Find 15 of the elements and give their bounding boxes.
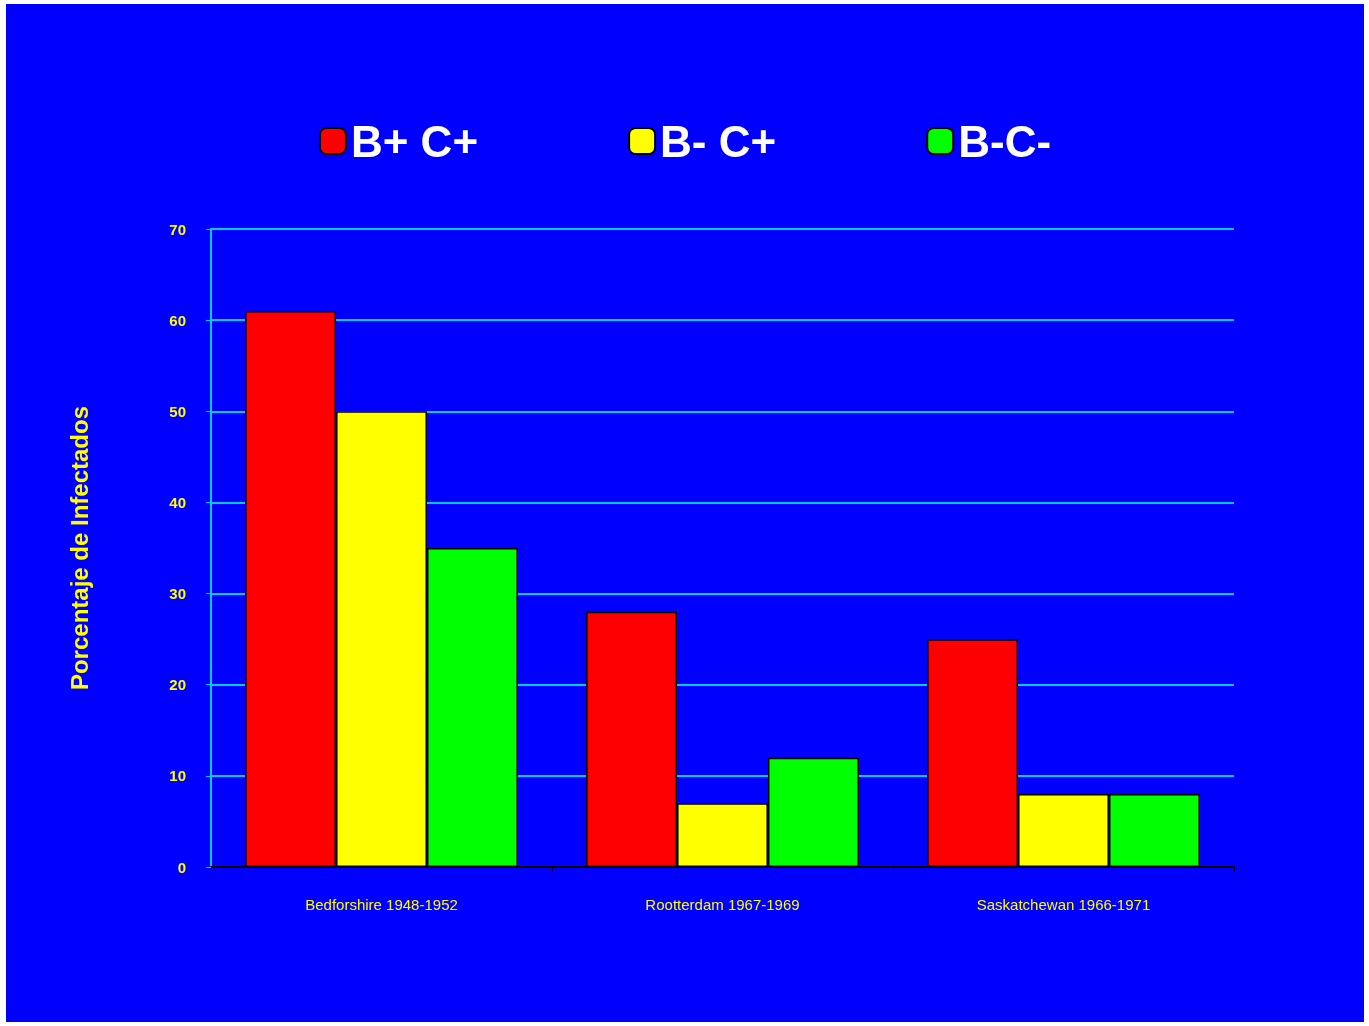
y-axis-title: Porcentaje de Infectados [65, 405, 93, 691]
legend-label: B-C- [958, 116, 1052, 166]
x-tick-label: Bedforshire 1948-1952 [305, 896, 458, 913]
legend-label: B+ C+ [350, 116, 479, 166]
y-tick-label: 70 [169, 220, 186, 238]
y-tick-label: 0 [177, 858, 186, 876]
x-tick-label: Rootterdam 1967-1969 [645, 896, 800, 913]
x-tick-label: Saskatchewan 1966-1971 [976, 896, 1151, 913]
y-tick-label: 40 [169, 493, 186, 511]
legend-label: B- C+ [660, 116, 777, 166]
y-tick-label: 50 [169, 402, 186, 420]
y-tick-label: 20 [169, 676, 186, 694]
y-tick-label: 30 [169, 585, 186, 603]
y-tick-label: 10 [169, 767, 186, 785]
y-tick-label: 60 [169, 311, 186, 329]
